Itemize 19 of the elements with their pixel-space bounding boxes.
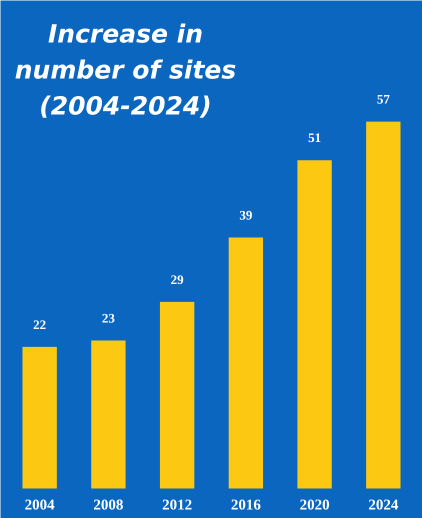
bar — [22, 346, 57, 488]
chart-title: Increase in number of sites (2004-2024) — [14, 20, 236, 120]
x-tick-label: 2020 — [300, 498, 330, 514]
bar — [297, 160, 332, 488]
data-label: 39 — [239, 207, 253, 222]
bar — [228, 237, 264, 488]
x-tick-label: 2004 — [24, 498, 56, 514]
data-label: 29 — [170, 272, 184, 287]
data-label: 51 — [308, 130, 322, 146]
bar — [366, 122, 401, 488]
x-tick-label: 2008 — [93, 498, 124, 514]
x-tick-label: 2024 — [368, 498, 399, 514]
data-label: 23 — [102, 310, 116, 326]
data-label: 22 — [33, 316, 46, 332]
bar — [91, 340, 126, 488]
data-label: 57 — [376, 92, 390, 107]
bar — [160, 302, 194, 488]
x-tick-label: 2012 — [162, 498, 192, 514]
x-tick-label: 2016 — [230, 498, 262, 514]
